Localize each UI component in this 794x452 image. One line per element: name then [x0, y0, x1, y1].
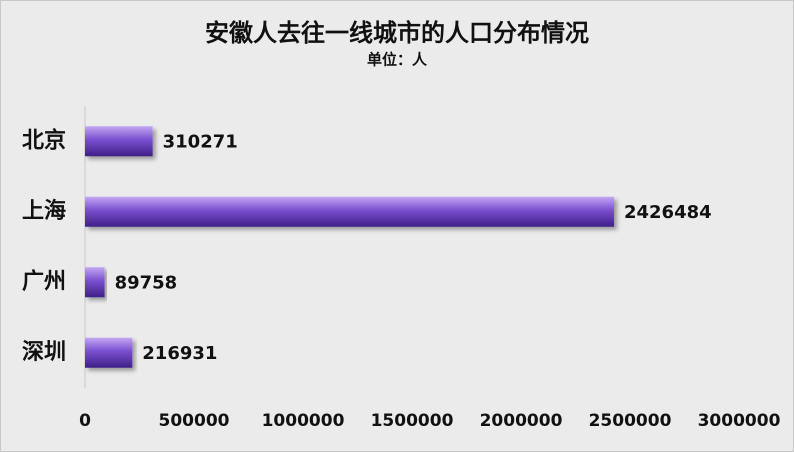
- bar: [85, 196, 614, 227]
- value-label: 2426484: [624, 202, 712, 223]
- bar: [85, 126, 153, 157]
- x-tick-label: 2500000: [589, 411, 672, 431]
- x-tick-label: 2000000: [480, 411, 563, 431]
- bar: [85, 337, 133, 368]
- y-tick-label: 北京: [22, 127, 66, 153]
- y-tick-label: 广州: [22, 268, 66, 294]
- x-tick-label: 1000000: [262, 411, 345, 431]
- value-label: 310271: [163, 131, 238, 152]
- value-label: 216931: [142, 343, 217, 364]
- bar: [85, 267, 105, 298]
- x-tick-label: 1500000: [371, 411, 454, 431]
- chart-title: 安徽人去往一线城市的人口分布情况: [205, 19, 589, 47]
- y-tick-label: 深圳: [22, 340, 66, 365]
- chart-subtitle: 单位：人: [367, 51, 428, 69]
- y-tick-label: 上海: [22, 198, 66, 224]
- x-tick-label: 500000: [159, 411, 230, 431]
- value-label: 89758: [115, 272, 178, 293]
- x-tick-label: 0: [79, 411, 91, 431]
- x-tick-label: 3000000: [698, 411, 781, 431]
